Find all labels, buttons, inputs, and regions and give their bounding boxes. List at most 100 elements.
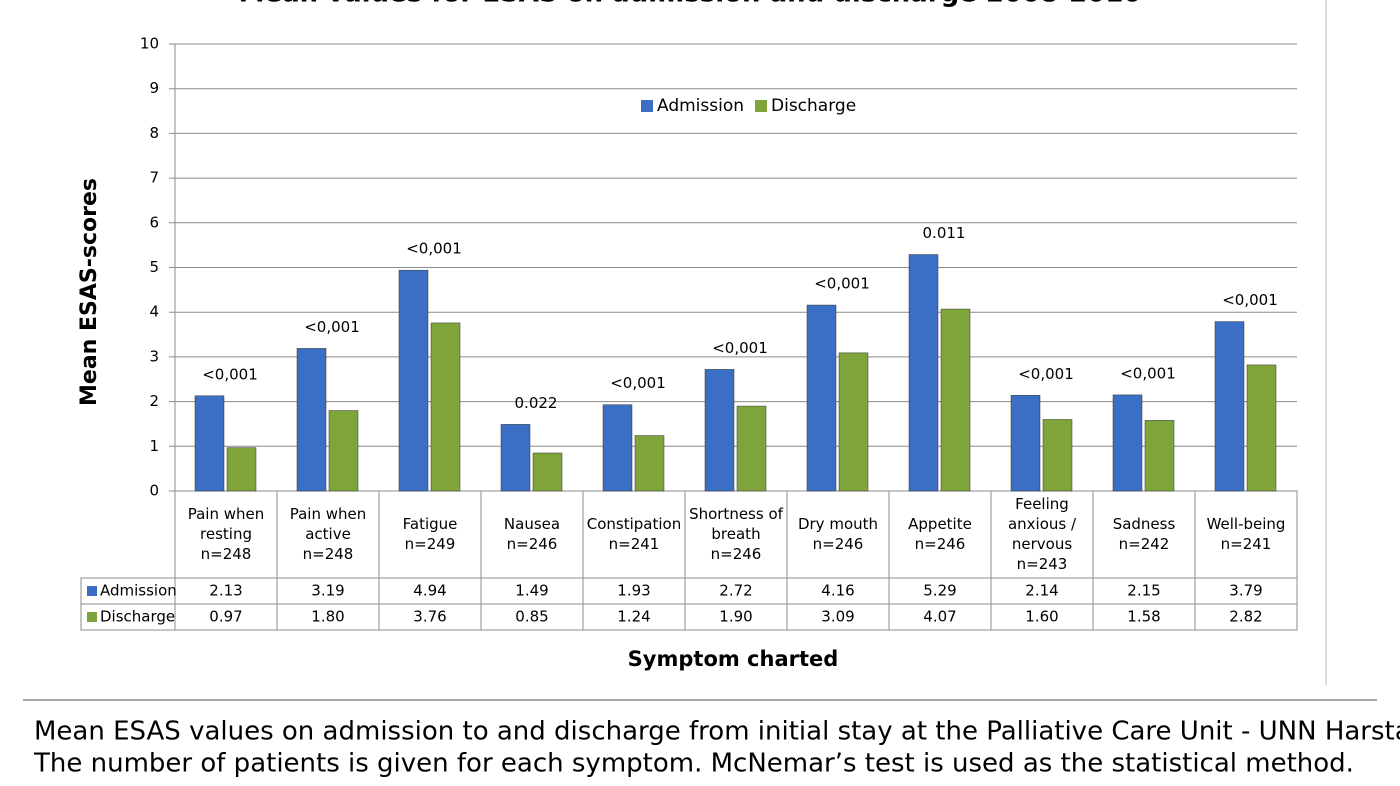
table-value: 2.15 — [1127, 582, 1160, 600]
legend-label: Admission — [657, 96, 744, 116]
table-value: 1.24 — [617, 608, 650, 626]
table-value: 2.82 — [1229, 608, 1262, 626]
annotation: <0,001 — [1222, 291, 1278, 309]
caption-line: Mean ESAS values on admission to and dis… — [34, 717, 1400, 747]
annotation: <0,001 — [610, 374, 666, 392]
bar — [328, 410, 359, 492]
y-tick-label: 5 — [149, 258, 159, 276]
y-tick-label: 0 — [149, 482, 159, 500]
x-tick-label: nervous — [1012, 535, 1072, 553]
bar — [226, 447, 257, 492]
y-tick-label: 1 — [149, 437, 159, 455]
table-row-label: Admission — [100, 582, 177, 600]
bar — [296, 348, 327, 492]
table-value: 1.58 — [1127, 608, 1160, 626]
y-tick-label: 2 — [149, 392, 159, 410]
annotation: 0.011 — [923, 224, 966, 242]
annotation: <0,001 — [202, 365, 258, 383]
legend-swatch — [641, 100, 653, 112]
table-value: 5.29 — [923, 582, 956, 600]
x-tick-label: n=248 — [201, 545, 252, 563]
bar — [1042, 419, 1073, 492]
table-value: 1.90 — [719, 608, 752, 626]
caption-line: The number of patients is given for each… — [33, 749, 1354, 779]
table-value: 4.07 — [923, 608, 956, 626]
x-tick-label: resting — [200, 525, 252, 543]
x-tick-label: breath — [711, 525, 760, 543]
table-value: 2.13 — [209, 582, 242, 600]
table-value: 2.72 — [719, 582, 752, 600]
x-tick-label: n=241 — [609, 535, 660, 553]
bar — [1246, 364, 1277, 492]
bar — [194, 395, 225, 492]
x-tick-label: n=246 — [813, 535, 864, 553]
bar — [532, 452, 563, 492]
bar — [1010, 395, 1041, 492]
x-tick-label: Pain when — [290, 505, 367, 523]
x-tick-label: Dry mouth — [798, 515, 878, 533]
table-value: 1.49 — [515, 582, 548, 600]
table-row-label: Discharge — [100, 608, 175, 626]
y-tick-label: 8 — [149, 124, 159, 142]
bar — [940, 308, 971, 492]
table-swatch — [87, 612, 97, 622]
table-value: 4.94 — [413, 582, 446, 600]
x-tick-label: anxious / — [1008, 515, 1077, 533]
x-tick-label: n=249 — [405, 535, 456, 553]
table-value: 3.09 — [821, 608, 854, 626]
table-row — [80, 603, 1298, 631]
y-tick-label: 10 — [140, 35, 159, 53]
x-tick-label: n=246 — [507, 535, 558, 553]
table-value: 2.14 — [1025, 582, 1058, 600]
bar — [1112, 394, 1143, 492]
y-axis-title: Mean ESAS-scores — [77, 178, 102, 406]
table-value: 3.79 — [1229, 582, 1262, 600]
bar — [704, 369, 735, 492]
x-tick-label: Constipation — [587, 515, 681, 533]
table-value: 1.80 — [311, 608, 344, 626]
legend-label: Discharge — [771, 96, 856, 116]
bar — [908, 254, 939, 492]
y-tick-label: 7 — [149, 169, 159, 187]
y-tick-label: 4 — [149, 303, 159, 321]
annotation: <0,001 — [304, 318, 360, 336]
annotation: 0.022 — [515, 394, 558, 412]
x-tick-label: Feeling — [1015, 495, 1069, 513]
x-tick-label: Nausea — [504, 515, 560, 533]
x-tick-label: n=242 — [1119, 535, 1170, 553]
bar — [736, 405, 767, 492]
x-tick-label: Sadness — [1113, 515, 1176, 533]
y-tick-label: 9 — [149, 79, 159, 97]
bar — [398, 269, 429, 492]
table-value: 0.97 — [209, 608, 242, 626]
legend-swatch — [755, 100, 767, 112]
x-tick-label: Pain when — [188, 505, 265, 523]
table-value: 0.85 — [515, 608, 548, 626]
table-value: 3.76 — [413, 608, 446, 626]
bar — [602, 404, 633, 492]
table-value: 3.19 — [311, 582, 344, 600]
bar — [806, 304, 837, 492]
x-tick-label: Well-being — [1207, 515, 1286, 533]
y-tick-label: 6 — [149, 213, 159, 231]
bar — [634, 435, 665, 492]
chart-title: Mean values for ESAS on admission and di… — [239, 0, 1142, 9]
x-tick-label: n=246 — [915, 535, 966, 553]
x-tick-label: n=243 — [1017, 555, 1068, 573]
bar — [838, 352, 869, 492]
table-swatch — [87, 586, 97, 596]
x-axis-title: Symptom charted — [628, 647, 839, 671]
annotation: <0,001 — [406, 240, 462, 258]
bar — [1214, 321, 1245, 492]
y-tick-label: 3 — [149, 347, 159, 365]
annotation: <0,001 — [712, 339, 768, 357]
bar — [500, 424, 531, 492]
annotation: <0,001 — [1018, 365, 1074, 383]
x-tick-label: n=241 — [1221, 535, 1272, 553]
x-tick-label: n=248 — [303, 545, 354, 563]
annotation: <0,001 — [1120, 364, 1176, 382]
table-value: 1.93 — [617, 582, 650, 600]
x-tick-label: Appetite — [908, 515, 972, 533]
bar — [430, 322, 461, 492]
